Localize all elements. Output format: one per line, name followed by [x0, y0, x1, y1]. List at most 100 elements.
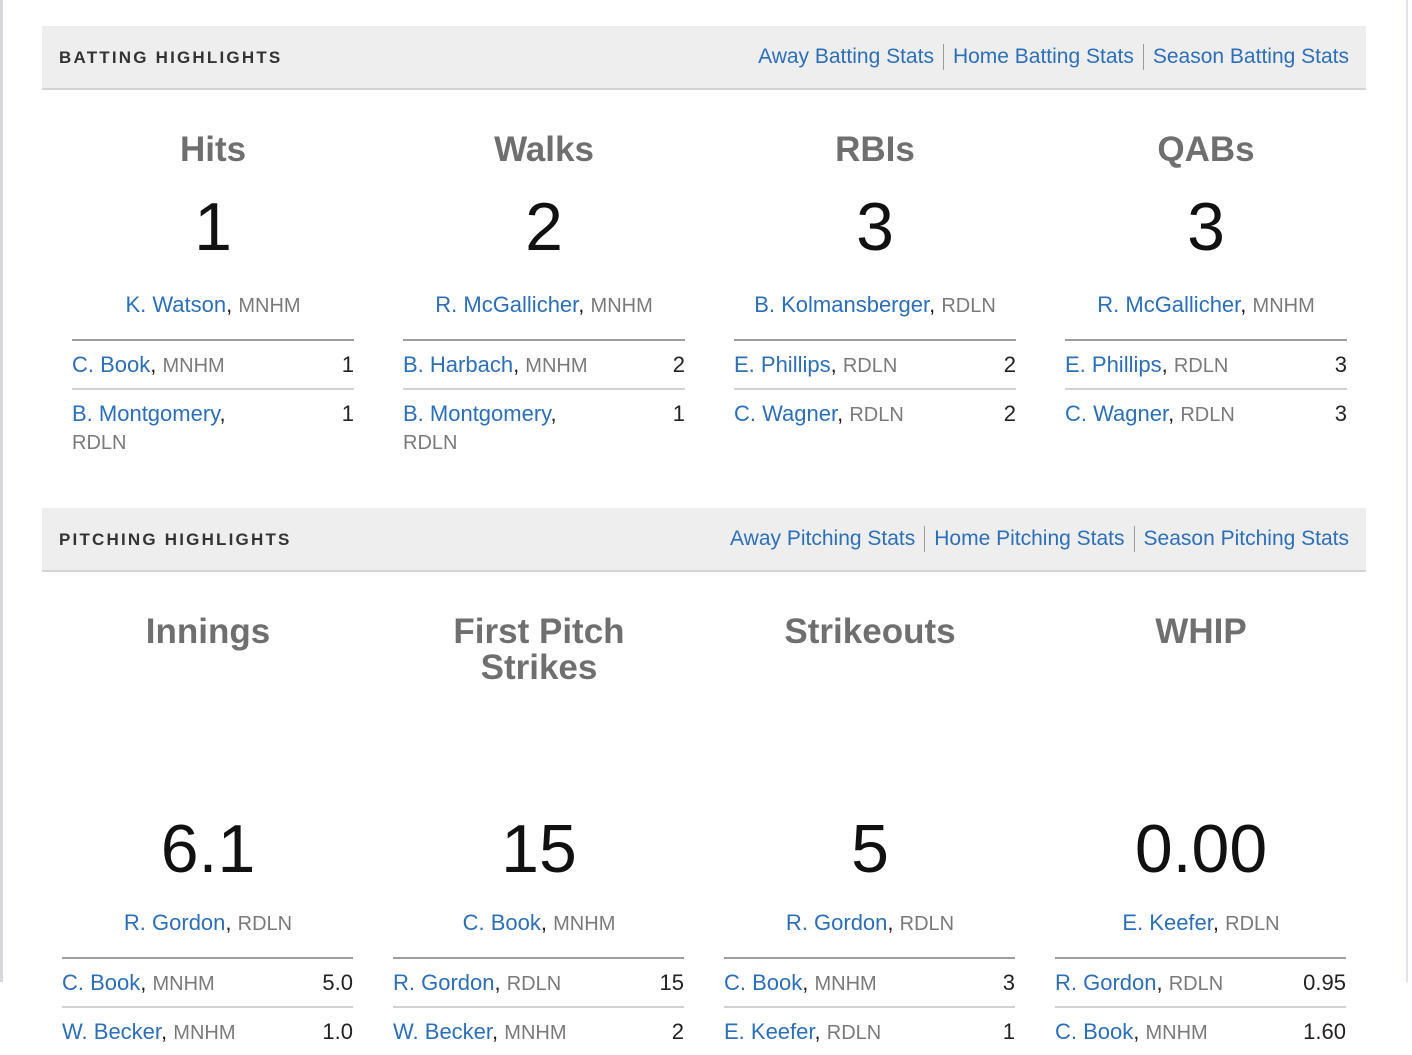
team-label: MNHM [590, 295, 653, 317]
team-label: RDLN [1225, 913, 1280, 935]
team-label: RDLN [849, 404, 904, 426]
stat-title: First Pitch Strikes [453, 612, 625, 687]
stat-title: Strikeouts [784, 612, 956, 651]
right-border [1406, 0, 1408, 982]
stat-leader: R. McGallicher, MNHM [435, 292, 653, 317]
list-item: E. Phillips, RDLN 2 [734, 341, 1016, 390]
player-link[interactable]: R. Gordon [785, 910, 888, 935]
stat-value: 1 [194, 189, 232, 265]
stat-row-value: 2 [1003, 352, 1016, 377]
stat-row-value: 3 [1334, 401, 1347, 426]
stat-leader: E. Keefer, RDLN [1122, 910, 1280, 935]
player-link[interactable]: E. Keefer [724, 1019, 815, 1044]
away-pitching-stats-link[interactable]: Away Pitching Stats [730, 527, 916, 550]
stat-runners-up: B. Harbach, MNHM 2 B. Montgomery, RDLN 1 [403, 339, 685, 465]
player-link[interactable]: K. Watson [125, 292, 227, 317]
stat-card-hits: Hits 1 K. Watson, MNHM C. Book, MNHM 1 B… [72, 132, 354, 454]
stat-leader: R. McGallicher, MNHM [1097, 292, 1315, 317]
team-label: RDLN [899, 913, 955, 935]
stat-leader: R. Gordon, RDLN [785, 910, 955, 935]
stat-title: Walks [494, 130, 594, 169]
player-link[interactable]: C. Book [1055, 1019, 1134, 1044]
list-item: C. Book, MNHM 5.0 [62, 959, 353, 1008]
pitching-highlights-section: PITCHING HIGHLIGHTS Away Pitching Stats … [42, 508, 1366, 1044]
player-link[interactable]: C. Wagner [1065, 401, 1169, 426]
player-link[interactable]: C. Book [724, 970, 803, 995]
stat-card-rbis: RBIs 3 B. Kolmansberger, RDLN E. Phillip… [734, 132, 1016, 426]
list-item: B. Montgomery, RDLN 1 [403, 401, 685, 454]
stat-title: WHIP [1155, 612, 1247, 651]
stat-row-value: 1 [341, 352, 354, 377]
list-item: E. Keefer, RDLN 1 [724, 1019, 1015, 1044]
team-label: RDLN [403, 432, 458, 454]
player-link[interactable]: R. McGallicher [435, 292, 579, 317]
stat-value: 15 [501, 811, 577, 887]
list-item: R. Gordon, RDLN 15 [393, 959, 684, 1008]
team-label: MNHM [553, 913, 616, 935]
stat-row-value: 1 [672, 401, 685, 426]
stat-runners-up: C. Book, MNHM 3 E. Keefer, RDLN 1 [724, 957, 1015, 1055]
link-separator [942, 44, 944, 70]
player-link[interactable]: C. Wagner [734, 401, 838, 426]
list-item: B. Montgomery, RDLN 1 [72, 401, 354, 454]
stat-card-innings: Innings 6.1 R. Gordon, RDLN C. Book, MNH… [62, 612, 354, 1044]
player-link[interactable]: R. Gordon [1055, 970, 1157, 995]
home-batting-stats-link[interactable]: Home Batting Stats [952, 45, 1134, 68]
stat-runners-up: R. Gordon, RDLN 15 W. Becker, MNHM 2 [393, 957, 684, 1055]
stat-row-value: 3 [1002, 970, 1015, 995]
stat-card-qabs: QABs 3 R. McGallicher, MNHM E. Phillips,… [1065, 132, 1347, 426]
player-link[interactable]: R. Gordon [393, 970, 495, 995]
team-label: RDLN [1173, 355, 1229, 377]
stat-row-value: 2 [671, 1019, 684, 1044]
stat-leader: C. Book, MNHM [462, 910, 616, 935]
link-separator [924, 526, 926, 552]
player-link[interactable]: W. Becker [62, 1019, 162, 1044]
pitching-links: Away Pitching Stats Home Pitching Stats … [730, 526, 1349, 552]
season-batting-stats-link[interactable]: Season Batting Stats [1152, 45, 1349, 68]
stat-row-value: 0.95 [1303, 970, 1346, 995]
player-link[interactable]: R. McGallicher [1097, 292, 1241, 317]
stat-runners-up: C. Book, MNHM 1 B. Montgomery, RDLN 1 [72, 339, 354, 465]
player-link[interactable]: W. Becker [393, 1019, 493, 1044]
link-separator [1142, 44, 1144, 70]
team-label: MNHM [814, 973, 877, 995]
stat-row-value: 3 [1334, 352, 1347, 377]
away-batting-stats-link[interactable]: Away Batting Stats [758, 45, 934, 68]
stat-row-value: 1.0 [322, 1019, 353, 1044]
stat-card-strikeouts: Strikeouts 5 R. Gordon, RDLN C. Book, MN… [724, 612, 1016, 1044]
player-link[interactable]: E. Phillips [734, 352, 831, 377]
player-link[interactable]: B. Harbach [403, 352, 514, 377]
batting-links: Away Batting Stats Home Batting Stats Se… [758, 44, 1349, 70]
left-border [0, 0, 3, 982]
stat-value: 2 [525, 189, 563, 265]
stat-row-value: 1 [341, 401, 354, 426]
stat-row-value: 2 [672, 352, 685, 377]
player-link[interactable]: C. Book [72, 352, 151, 377]
stat-title: Innings [145, 612, 271, 651]
player-link[interactable]: C. Book [62, 970, 141, 995]
player-link[interactable]: R. Gordon [123, 910, 226, 935]
team-label: MNHM [238, 295, 301, 317]
player-link[interactable]: B. Montgomery [403, 401, 551, 426]
stat-card-whip: WHIP 0.00 E. Keefer, RDLN R. Gordon, RDL… [1055, 612, 1347, 1044]
home-pitching-stats-link[interactable]: Home Pitching Stats [934, 527, 1125, 550]
player-link[interactable]: C. Book [462, 910, 541, 935]
player-link[interactable]: B. Montgomery [72, 401, 220, 426]
batting-title: BATTING HIGHLIGHTS [59, 48, 283, 67]
batting-highlights-section: BATTING HIGHLIGHTS Away Batting Stats Ho… [42, 26, 1366, 454]
stat-row-value: 15 [659, 970, 684, 995]
player-link[interactable]: E. Keefer [1122, 910, 1213, 935]
player-link[interactable]: B. Kolmansberger [754, 292, 930, 317]
stat-value: 3 [1187, 189, 1225, 265]
season-pitching-stats-link[interactable]: Season Pitching Stats [1143, 527, 1349, 550]
list-item: B. Harbach, MNHM 2 [403, 341, 685, 390]
stat-row-value: 1.60 [1303, 1019, 1346, 1044]
list-item: C. Wagner, RDLN 3 [1065, 401, 1347, 426]
stat-value: 5 [851, 811, 889, 887]
stat-leader: B. Kolmansberger, RDLN [754, 292, 996, 317]
player-link[interactable]: E. Phillips [1065, 352, 1162, 377]
list-item: C. Book, MNHM 1.60 [1055, 1019, 1346, 1044]
pitching-header: PITCHING HIGHLIGHTS Away Pitching Stats … [42, 508, 1366, 572]
stat-runners-up: R. Gordon, RDLN 0.95 C. Book, MNHM 1.60 [1055, 957, 1346, 1055]
stat-value: 3 [856, 189, 894, 265]
